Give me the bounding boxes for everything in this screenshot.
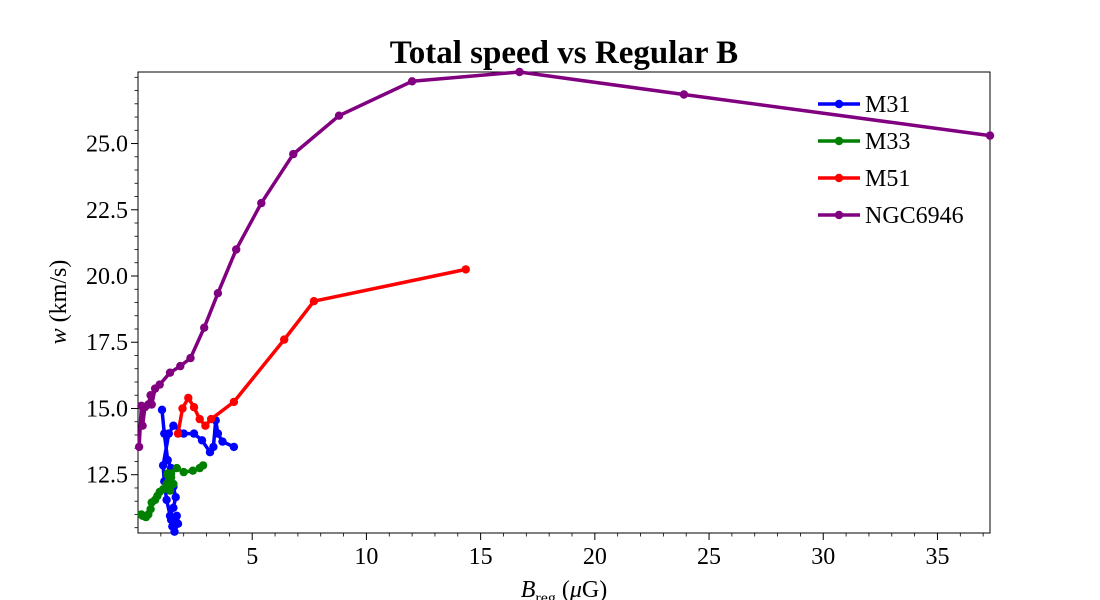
plot-area [137, 71, 991, 534]
data-point [166, 469, 176, 478]
legend-item-ngc6946: NGC6946 [818, 203, 964, 229]
data-point [147, 400, 156, 409]
data-point [186, 353, 195, 363]
legend-item-m31: M31 [818, 92, 910, 118]
y-tick-label: 25.0 [86, 132, 128, 158]
y-tick-label: 17.5 [86, 330, 128, 356]
x-tick-label: 30 [811, 544, 835, 570]
x-tick-label: 10 [354, 544, 378, 570]
data-point [173, 519, 183, 528]
data-point [201, 421, 210, 430]
legend-marker [834, 99, 844, 109]
data-point [170, 527, 179, 536]
y-tick-label: 15.0 [86, 396, 128, 422]
data-point [171, 493, 180, 502]
data-point [189, 403, 199, 412]
data-point [173, 429, 183, 438]
x-tick-label: 35 [925, 544, 949, 570]
legend-label: NGC6946 [865, 203, 964, 229]
series-ngc6946 [134, 67, 995, 452]
y-tick-label: 12.5 [86, 463, 128, 489]
x-axis-label: Breg (μG) [521, 577, 607, 600]
series-line [137, 70, 991, 447]
data-point [309, 297, 319, 306]
x-tick-label: 5 [246, 544, 258, 570]
data-point [209, 442, 218, 452]
legend-marker [834, 173, 844, 183]
legend: M31 M33 M51 NGC6946 [818, 92, 964, 229]
series-m31 [157, 405, 239, 536]
data-point [162, 495, 171, 505]
data-point [461, 265, 470, 274]
data-point [164, 477, 173, 486]
data-point [195, 414, 204, 424]
data-point [198, 461, 208, 470]
data-point [213, 289, 223, 298]
x-tick-label: 25 [697, 544, 721, 570]
x-axis: 5 10 15 20 25 30 35 [160, 533, 984, 570]
data-point [200, 323, 209, 332]
data-point [138, 421, 147, 430]
data-point [134, 442, 144, 452]
data-point [164, 429, 173, 438]
data-point [179, 467, 188, 477]
x-tick-label: 15 [469, 544, 493, 570]
data-point [158, 461, 168, 470]
data-point [218, 437, 227, 446]
data-point [169, 503, 178, 512]
data-point [169, 421, 178, 430]
data-point [213, 429, 223, 438]
data-point [229, 397, 239, 407]
data-point [178, 404, 187, 413]
x-tick-label: 20 [583, 544, 607, 570]
data-point [157, 405, 167, 414]
data-point [172, 463, 181, 473]
data-point [515, 67, 524, 77]
data-point [146, 391, 155, 400]
data-point [176, 361, 185, 371]
data-point [189, 429, 199, 438]
data-point [184, 393, 193, 403]
data-point [165, 486, 175, 495]
data-point [289, 149, 298, 159]
y-axis: 12.5 15.0 17.5 20.0 22.5 25.0 [86, 76, 138, 529]
chart-title: Total speed vs Regular B [390, 35, 738, 71]
legend-item-m51: M51 [818, 166, 910, 192]
data-point [334, 111, 344, 120]
y-tick-label: 22.5 [86, 198, 128, 224]
data-point [985, 131, 995, 140]
y-tick-label: 20.0 [86, 264, 128, 290]
data-point [146, 505, 155, 514]
data-point [679, 90, 689, 99]
data-point [229, 442, 239, 452]
series-m33 [137, 461, 208, 522]
data-point [155, 380, 164, 389]
data-point [188, 466, 197, 475]
series-m51 [173, 265, 470, 438]
legend-label: M51 [865, 166, 910, 192]
data-point [165, 368, 175, 377]
legend-label: M33 [865, 129, 910, 155]
data-point [197, 436, 207, 445]
legend-label: M31 [865, 92, 910, 118]
data-point [166, 515, 176, 524]
data-point [407, 77, 417, 86]
data-point [232, 245, 241, 254]
legend-item-m33: M33 [818, 129, 910, 155]
legend-marker [834, 136, 844, 146]
data-point [257, 198, 266, 208]
y-axis-label: w (km/s) [46, 260, 72, 345]
data-point [280, 335, 289, 344]
legend-marker [834, 210, 844, 220]
series-layer [134, 67, 995, 536]
data-point [206, 414, 216, 424]
